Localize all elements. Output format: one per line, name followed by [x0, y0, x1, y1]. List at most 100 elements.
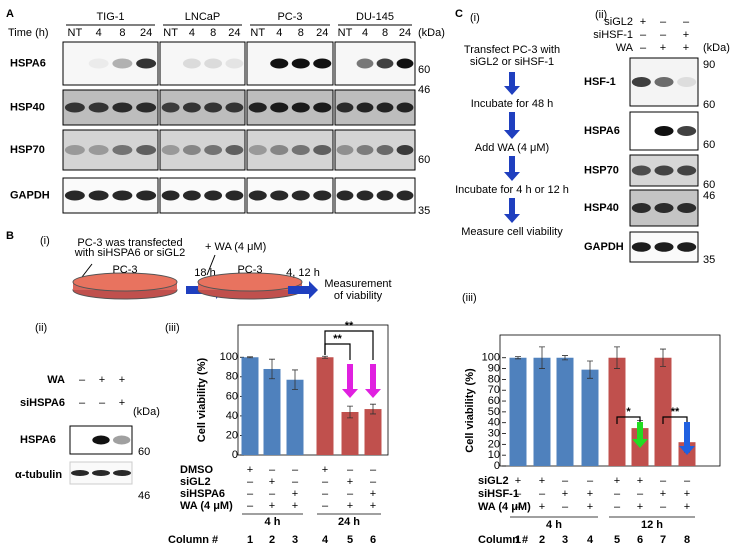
- band: [376, 145, 394, 155]
- column-number: 7: [660, 534, 666, 546]
- band: [88, 58, 109, 69]
- band: [631, 165, 651, 176]
- flow-step: Transfect PC-3 with: [464, 44, 560, 56]
- band: [376, 102, 394, 113]
- band: [88, 190, 109, 201]
- sign: –: [269, 488, 276, 500]
- y-tick-label: 0: [232, 449, 238, 461]
- mw-marker: 60: [703, 99, 715, 111]
- band: [270, 190, 289, 201]
- lane-label: 8: [382, 27, 388, 39]
- sign: –: [247, 500, 254, 512]
- lane-label: 24: [316, 27, 328, 39]
- sign: +: [684, 488, 690, 500]
- sub-label: (i): [40, 235, 50, 247]
- pointer: [81, 263, 93, 278]
- significance-bracket: [616, 416, 641, 424]
- y-tick-label: 40: [226, 410, 238, 422]
- band: [291, 58, 310, 69]
- sign: +: [562, 488, 568, 500]
- column-number: 6: [637, 534, 643, 546]
- band: [64, 102, 85, 113]
- sign: +: [637, 475, 643, 487]
- sign: –: [370, 476, 377, 488]
- condition-label: siHSF-1: [478, 488, 519, 500]
- condition-label: WA (4 μM): [180, 500, 233, 512]
- highlight-arrow: [679, 422, 695, 455]
- band: [136, 145, 157, 155]
- sign: –: [322, 500, 329, 512]
- bar: [263, 368, 281, 455]
- sign: +: [587, 501, 593, 513]
- column-number: 5: [347, 534, 353, 546]
- blot: [246, 129, 334, 171]
- sign: +: [347, 500, 353, 512]
- sign: +: [587, 488, 593, 500]
- lane-label: 4: [276, 27, 282, 39]
- panel-label: A: [6, 8, 14, 20]
- sign: –: [247, 488, 254, 500]
- sign: –: [322, 488, 329, 500]
- y-tick-label: 90: [488, 362, 500, 374]
- group-label: 24 h: [338, 516, 360, 528]
- lane-label: NT: [250, 27, 265, 39]
- column-number: 4: [322, 534, 329, 546]
- sign: +: [640, 16, 646, 28]
- column-number: 5: [614, 534, 620, 546]
- row-label: HSPA6: [10, 57, 46, 69]
- flow-step: siGL2 or siHSF-1: [470, 56, 554, 68]
- sub-label: (iii): [165, 322, 180, 334]
- error-bar: [539, 346, 545, 369]
- dish-top: [72, 272, 178, 292]
- flow-arrow: [504, 198, 520, 223]
- sign: +: [99, 374, 105, 386]
- flow-step: Incubate for 4 h or 12 h: [455, 184, 569, 196]
- cell-line: LNCaP: [185, 11, 220, 23]
- band: [291, 145, 310, 155]
- band: [136, 102, 157, 113]
- sign: –: [79, 397, 86, 409]
- band: [248, 145, 267, 155]
- band: [112, 102, 133, 113]
- error-bar: [247, 356, 253, 359]
- column-number: 3: [292, 534, 298, 546]
- y-tick-label: 80: [226, 371, 238, 383]
- result-label: Measurement: [324, 278, 391, 290]
- band: [313, 58, 332, 69]
- column-label: Column #: [168, 534, 218, 546]
- group-label: 4 h: [265, 516, 281, 528]
- band: [248, 102, 267, 113]
- band: [225, 145, 244, 155]
- band: [182, 190, 201, 201]
- bar: [608, 357, 626, 466]
- band: [182, 58, 201, 69]
- error-bar: [614, 346, 620, 369]
- error-bar: [347, 405, 353, 419]
- band: [313, 102, 332, 113]
- dish-top: [197, 272, 303, 292]
- sign: +: [539, 501, 545, 513]
- note: + WA (4 μM): [205, 241, 266, 253]
- error-bar: [269, 358, 275, 380]
- sign: –: [660, 16, 667, 28]
- band: [248, 190, 267, 201]
- y-tick-label: 80: [488, 373, 500, 385]
- bar: [654, 357, 672, 466]
- column-label: Column #: [478, 534, 528, 546]
- sub-label: (ii): [595, 9, 607, 21]
- group-label: 4 h: [546, 519, 562, 531]
- band: [204, 145, 223, 155]
- band: [64, 190, 85, 201]
- sign: –: [640, 42, 647, 54]
- band: [313, 190, 332, 201]
- sign: –: [587, 475, 594, 487]
- sign: –: [660, 475, 667, 487]
- condition-label: siGL2: [180, 476, 211, 488]
- y-tick-label: 40: [488, 417, 500, 429]
- band: [396, 58, 414, 69]
- mw-marker: 46: [418, 84, 430, 96]
- mw-marker: 60: [703, 179, 715, 191]
- lane-label: 24: [399, 27, 411, 39]
